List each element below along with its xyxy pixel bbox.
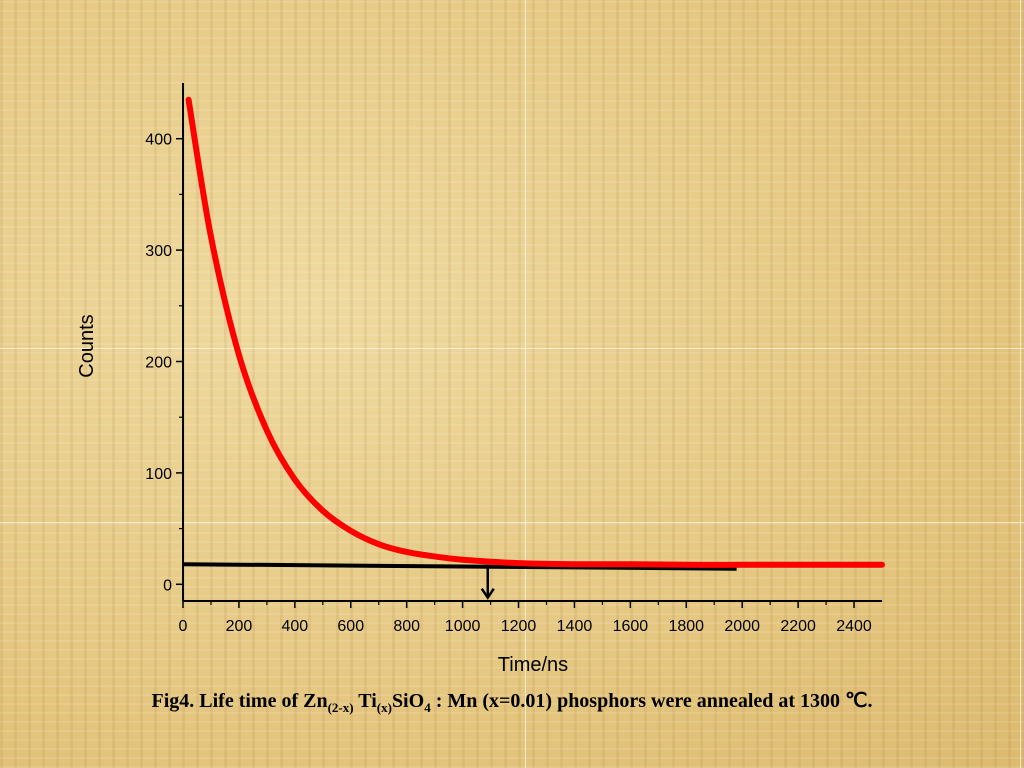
x-tick-label: 2000 xyxy=(724,618,760,635)
x-tick-label: 1000 xyxy=(445,618,481,635)
y-tick-label: 0 xyxy=(163,577,172,594)
background-seam xyxy=(0,348,1024,349)
x-axis-title: Time/ns xyxy=(498,654,568,676)
decay-curve xyxy=(185,96,885,568)
background-seam xyxy=(525,0,526,768)
x-tick-label: 1600 xyxy=(613,618,649,635)
caption-prefix: Fig4. Life time of Zn xyxy=(151,690,328,712)
caption-sub-2: (x) xyxy=(376,700,392,715)
y-tick-label: 400 xyxy=(145,132,172,149)
x-tick-label: 400 xyxy=(281,618,308,635)
y-axis-title: Counts xyxy=(76,314,98,377)
chart-annotations xyxy=(182,562,737,600)
chart-series xyxy=(185,96,885,568)
x-tick-label: 2200 xyxy=(780,618,816,635)
x-tick-label: 600 xyxy=(337,618,364,635)
caption-sub-1: (2-x) xyxy=(327,700,354,715)
x-tick-label: 0 xyxy=(179,618,188,635)
caption-mid-1: Ti xyxy=(353,690,377,712)
background-seam xyxy=(0,522,1024,523)
x-tick-label: 1400 xyxy=(557,618,593,635)
background-seam xyxy=(1020,0,1021,768)
caption-mid-2: SiO xyxy=(391,690,425,712)
chart-axes: 0 100 200 300 400 0 200 400 600 800 1000 1200 1400 16… xyxy=(145,83,882,635)
x-tick-label: 2400 xyxy=(836,618,872,635)
arrow-head xyxy=(480,587,495,600)
caption-sub-3: 4 xyxy=(424,700,431,715)
figure-caption: Fig4. Life time of Zn(2-x) Ti(x)SiO4 : M… xyxy=(0,688,1024,716)
y-tick-label: 300 xyxy=(145,243,172,260)
caption-suffix: : Mn (x=0.01) phosphors were annealed at… xyxy=(430,690,873,712)
decay-chart: 0 100 200 300 400 0 200 400 600 800 1000 1200 1400 16… xyxy=(76,83,885,676)
y-tick-label: 100 xyxy=(145,466,172,483)
x-tick-label: 200 xyxy=(226,618,253,635)
x-tick-label: 1800 xyxy=(668,618,704,635)
y-tick-label: 200 xyxy=(145,354,172,371)
x-tick-label: 1200 xyxy=(501,618,537,635)
x-tick-label: 800 xyxy=(393,618,420,635)
baseline-line xyxy=(182,562,737,571)
